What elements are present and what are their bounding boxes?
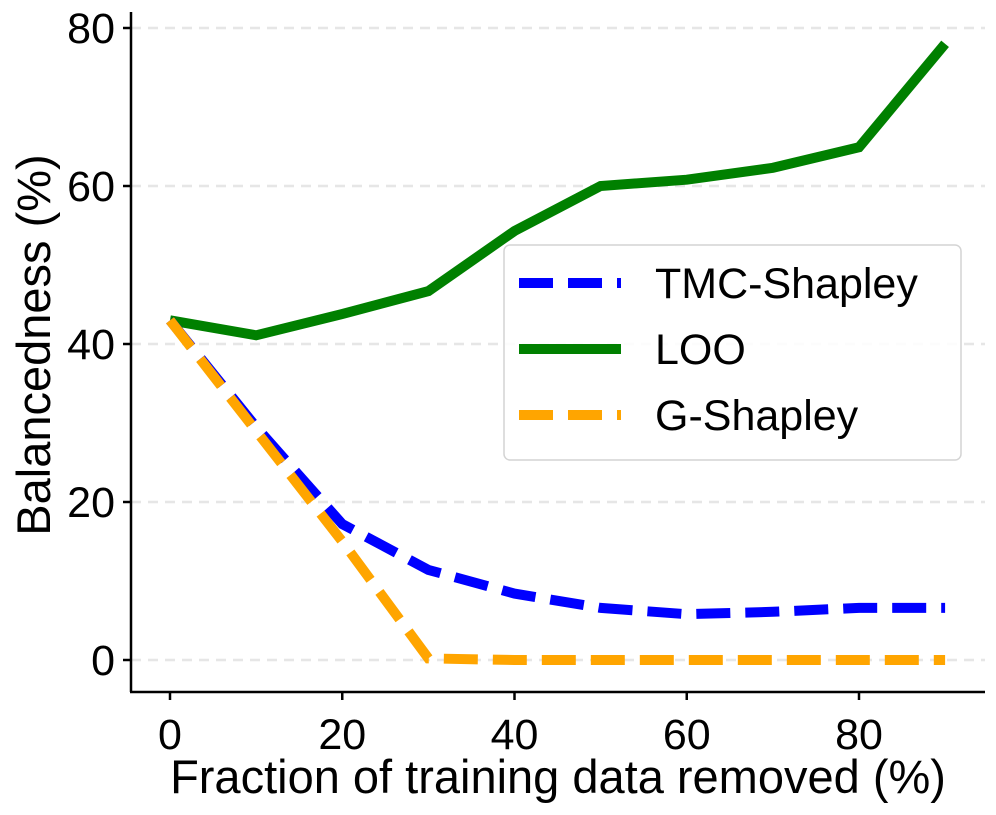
legend-label: G-Shapley <box>655 392 859 440</box>
x-tick-label: 20 <box>318 711 366 759</box>
y-tick-label: 80 <box>67 5 115 53</box>
y-tick-label: 0 <box>91 637 115 685</box>
x-tick-label: 40 <box>491 711 539 759</box>
x-tick-label: 80 <box>835 711 883 759</box>
x-tick-label: 0 <box>158 711 182 759</box>
x-ticks: 0 20 40 60 80 <box>158 692 883 759</box>
series-lines <box>166 40 949 665</box>
legend: TMC-Shapley LOO G-Shapley <box>503 244 962 461</box>
legend-label: LOO <box>655 326 746 374</box>
series-line-loo <box>169 40 949 341</box>
y-tick-label: 60 <box>67 163 115 211</box>
y-ticks: 0 20 40 60 80 <box>67 5 131 685</box>
series-line-tmc-shapley <box>166 317 946 620</box>
legend-box <box>503 244 962 461</box>
y-tick-label: 40 <box>67 321 115 369</box>
y-axis-label: Balancedness (%) <box>7 154 60 535</box>
x-axis-label: Fraction of training data removed (%) <box>170 750 946 803</box>
axes <box>129 12 985 694</box>
y-tick-label: 20 <box>67 479 115 527</box>
series-line-g-shapley <box>166 317 946 665</box>
legend-label: TMC-Shapley <box>655 260 918 308</box>
x-tick-label: 60 <box>663 711 711 759</box>
